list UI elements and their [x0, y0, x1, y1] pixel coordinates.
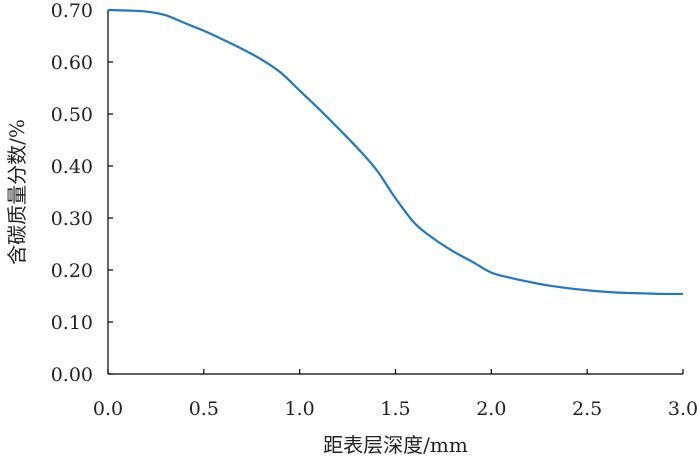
y-tick-label: 0.20 [51, 260, 93, 282]
x-tick-label: 1.0 [285, 398, 315, 420]
series-line [107, 8, 684, 296]
y-tick-label: 0.40 [51, 156, 93, 178]
x-tick-label: 1.5 [380, 398, 410, 420]
y-tick-label: 0.70 [51, 0, 93, 22]
x-tick-label: 3.0 [668, 398, 698, 420]
y-tick-label: 0.10 [51, 312, 93, 334]
y-axis-title: 含碳质量分数/% [5, 119, 29, 265]
x-tick-label: 0.0 [93, 398, 123, 420]
axes [107, 10, 683, 375]
y-tick-label: 0.60 [51, 52, 93, 74]
y-tick-label: 0.30 [51, 208, 93, 230]
x-axis-title: 距表层深度/mm [323, 433, 468, 457]
ticks: 0.0 0.5 1.0 1.5 2.0 2.5 3.0 0.00 0.10 0.20 0.30 0.4… [51, 0, 698, 420]
x-tick-label: 0.5 [189, 398, 219, 420]
x-tick-label: 2.0 [476, 398, 506, 420]
x-tick-label: 2.5 [572, 398, 602, 420]
y-tick-label: 0.50 [51, 104, 93, 126]
series-layer [107, 8, 684, 296]
y-tick-label: 0.00 [51, 364, 93, 386]
